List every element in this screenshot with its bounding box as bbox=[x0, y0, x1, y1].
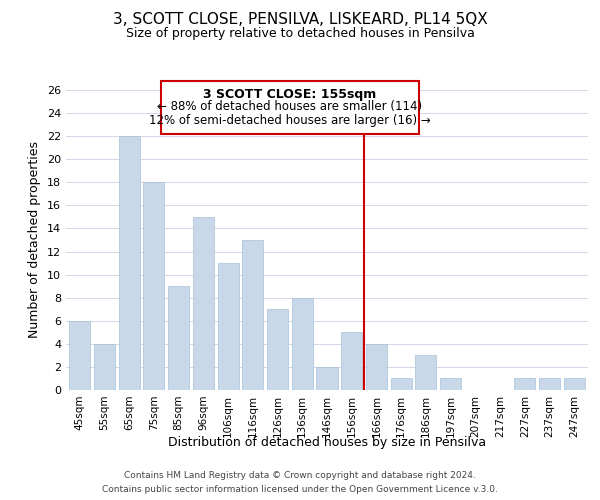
Bar bbox=[143, 182, 164, 390]
Bar bbox=[267, 309, 288, 390]
Bar bbox=[218, 263, 239, 390]
Bar bbox=[366, 344, 387, 390]
Text: Size of property relative to detached houses in Pensilva: Size of property relative to detached ho… bbox=[125, 28, 475, 40]
Text: Distribution of detached houses by size in Pensilva: Distribution of detached houses by size … bbox=[168, 436, 486, 449]
Bar bbox=[564, 378, 585, 390]
Bar bbox=[316, 367, 338, 390]
Bar bbox=[119, 136, 140, 390]
Bar bbox=[341, 332, 362, 390]
FancyBboxPatch shape bbox=[161, 81, 419, 134]
Text: 12% of semi-detached houses are larger (16) →: 12% of semi-detached houses are larger (… bbox=[149, 114, 431, 127]
Bar bbox=[69, 321, 90, 390]
Bar bbox=[514, 378, 535, 390]
Bar bbox=[94, 344, 115, 390]
Text: Contains HM Land Registry data © Crown copyright and database right 2024.: Contains HM Land Registry data © Crown c… bbox=[124, 472, 476, 480]
Text: 3, SCOTT CLOSE, PENSILVA, LISKEARD, PL14 5QX: 3, SCOTT CLOSE, PENSILVA, LISKEARD, PL14… bbox=[113, 12, 487, 28]
Bar bbox=[391, 378, 412, 390]
Bar bbox=[292, 298, 313, 390]
Text: ← 88% of detached houses are smaller (114): ← 88% of detached houses are smaller (11… bbox=[157, 100, 422, 114]
Text: 3 SCOTT CLOSE: 155sqm: 3 SCOTT CLOSE: 155sqm bbox=[203, 88, 377, 101]
Bar bbox=[242, 240, 263, 390]
Bar bbox=[539, 378, 560, 390]
Text: Contains public sector information licensed under the Open Government Licence v.: Contains public sector information licen… bbox=[102, 484, 498, 494]
Bar bbox=[440, 378, 461, 390]
Bar bbox=[168, 286, 189, 390]
Y-axis label: Number of detached properties: Number of detached properties bbox=[28, 142, 41, 338]
Bar bbox=[193, 217, 214, 390]
Bar bbox=[415, 356, 436, 390]
